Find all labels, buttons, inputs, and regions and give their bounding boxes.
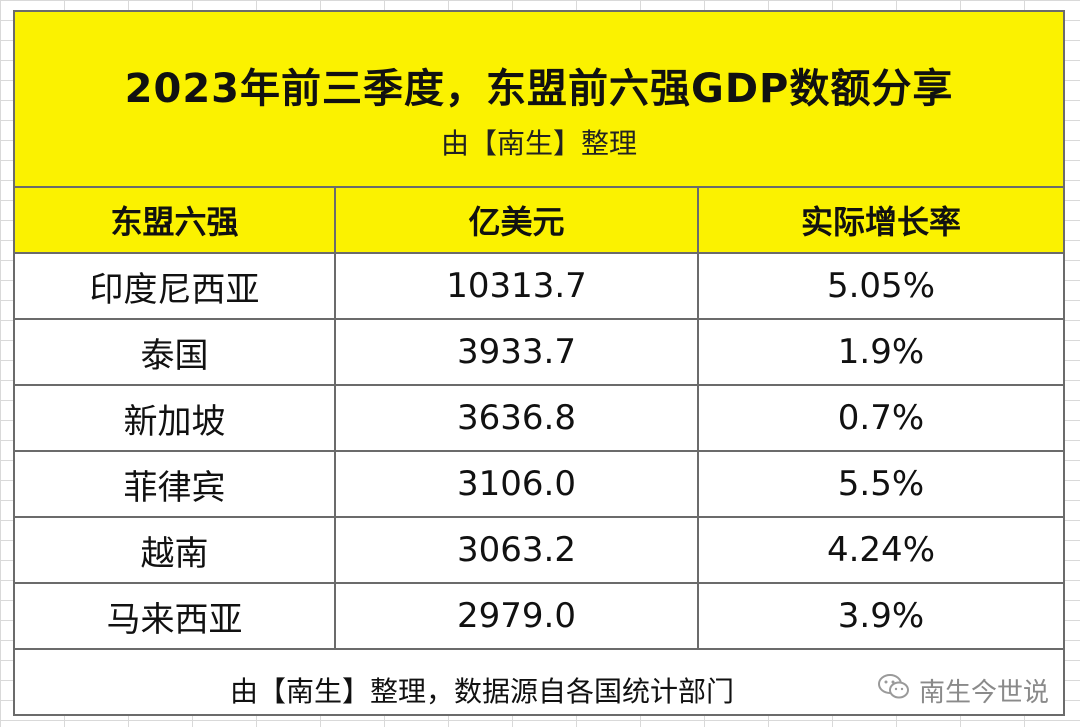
table-row: 菲律宾 3106.0 5.5%	[15, 452, 1063, 518]
table-row: 印度尼西亚 10313.7 5.05%	[15, 254, 1063, 320]
header-growth: 实际增长率	[800, 203, 961, 241]
country-cell: 越南	[15, 518, 336, 582]
growth-cell: 1.9%	[837, 332, 925, 372]
gdp-cell: 3063.2	[336, 518, 699, 582]
gdp-cell: 3933.7	[336, 320, 699, 384]
country-cell: 印度尼西亚	[15, 254, 336, 318]
gdp-cell: 3636.8	[336, 386, 699, 450]
watermark: 南生今世说	[877, 672, 1049, 709]
footer-note: 由【南生】整理，数据源自各国统计部门	[230, 675, 735, 708]
country-cell: 菲律宾	[15, 452, 336, 516]
header-row: 东盟六强 亿美元 实际增长率	[15, 188, 1063, 254]
table-subtitle: 由【南生】整理	[440, 127, 637, 160]
header-gdp: 亿美元	[336, 188, 699, 252]
wechat-icon	[877, 673, 911, 708]
growth-cell: 0.7%	[837, 398, 925, 438]
gdp-cell: 2979.0	[336, 584, 699, 648]
title-block: 2023年前三季度，东盟前六强GDP数额分享 由【南生】整理	[15, 12, 1063, 188]
table-row: 马来西亚 2979.0 3.9%	[15, 584, 1063, 650]
table-row: 新加坡 3636.8 0.7%	[15, 386, 1063, 452]
gdp-cell: 3106.0	[336, 452, 699, 516]
country-cell: 泰国	[15, 320, 336, 384]
gdp-table: 2023年前三季度，东盟前六强GDP数额分享 由【南生】整理 东盟六强 亿美元 …	[13, 10, 1065, 716]
country-cell: 新加坡	[15, 386, 336, 450]
gdp-cell: 10313.7	[336, 254, 699, 318]
table-row: 泰国 3933.7 1.9%	[15, 320, 1063, 386]
table-row: 越南 3063.2 4.24%	[15, 518, 1063, 584]
header-country: 东盟六强	[15, 188, 336, 252]
country-cell: 马来西亚	[15, 584, 336, 648]
growth-cell: 3.9%	[837, 596, 925, 636]
watermark-text: 南生今世说	[918, 678, 1049, 708]
footer-row: 由【南生】整理，数据源自各国统计部门 南生今世说	[15, 662, 1063, 714]
growth-cell: 4.24%	[826, 530, 935, 570]
growth-cell: 5.5%	[837, 464, 925, 504]
table-title: 2023年前三季度，东盟前六强GDP数额分享	[124, 66, 954, 112]
growth-cell: 5.05%	[826, 266, 935, 306]
